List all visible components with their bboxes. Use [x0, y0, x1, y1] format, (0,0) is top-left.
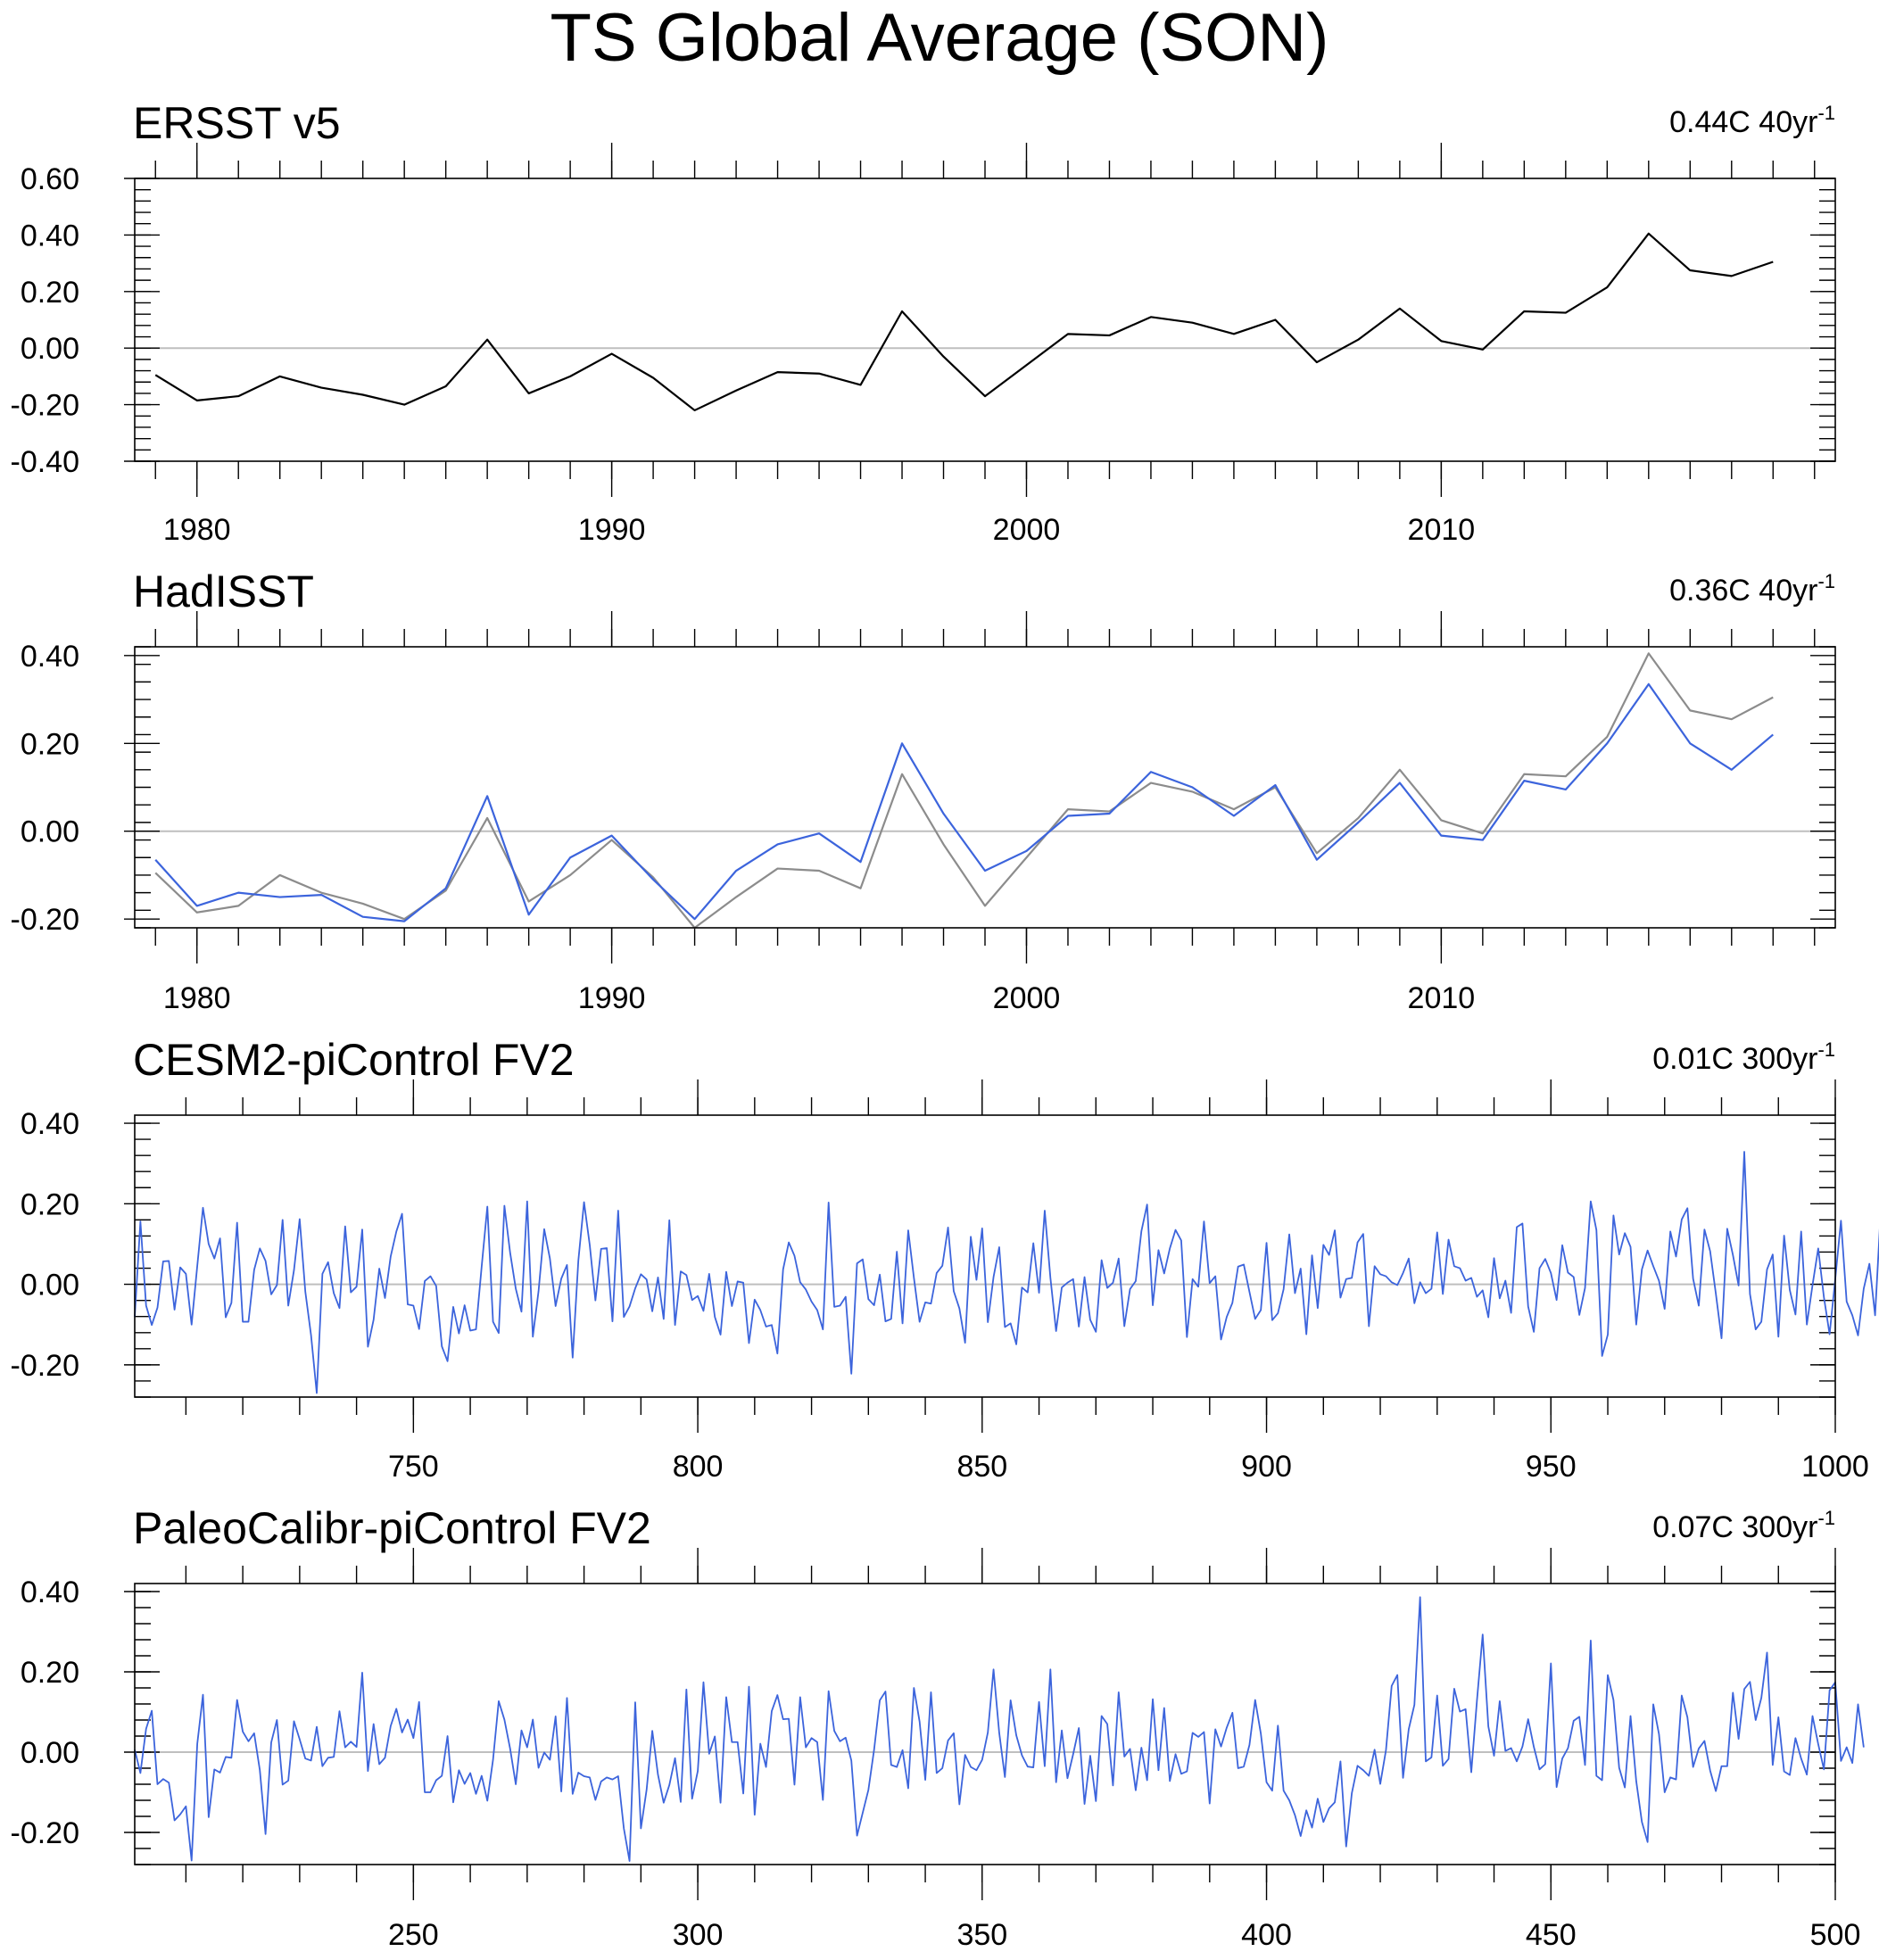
cesm2-line: [134, 1151, 1879, 1394]
x-tick-label: 450: [1526, 1918, 1577, 1952]
chart-panel-1: ERSST v5 0.44C 40yr-1 -0.40 -0.20 0.00 0.20 0.…: [11, 98, 1836, 547]
y-tick-label: 0.20: [21, 1656, 79, 1690]
x-tick-label: 850: [956, 1450, 1007, 1484]
trend-exponent: -1: [1817, 570, 1835, 592]
y-tick-label: 0.20: [21, 1187, 79, 1221]
x-tick-label: 750: [388, 1450, 439, 1484]
y-tick-label: 0.40: [21, 640, 79, 674]
hadisst-line: [154, 682, 1774, 922]
x-tick-label: 1000: [1801, 1450, 1869, 1484]
y-tick-label: -0.20: [11, 389, 80, 423]
x-tick-label: 900: [1241, 1450, 1292, 1484]
x-tick-label: 2000: [993, 981, 1061, 1015]
panel-title: CESM2-piControl FV2: [133, 1035, 575, 1085]
y-tick-label: 0.20: [21, 276, 79, 310]
paleocalibr-line: [134, 1596, 1865, 1862]
panel-title: ERSST v5: [133, 98, 341, 148]
y-tick-label: 0.00: [21, 815, 79, 849]
x-tick-label: 400: [1241, 1918, 1292, 1952]
plot-frame: [134, 646, 1836, 929]
trend-exponent: -1: [1817, 102, 1835, 124]
plot-frame: [134, 178, 1836, 462]
trend-label: 0.01C 300yr-1: [1652, 1038, 1835, 1076]
x-tick-label: 350: [956, 1918, 1007, 1952]
trend-exponent: -1: [1817, 1507, 1835, 1529]
x-tick-label: 2010: [1408, 513, 1476, 547]
chart-panel-2: HadISST 0.36C 40yr-1 -0.20 0.00 0.20 0.40 1980…: [11, 566, 1836, 1015]
x-tick-label: 2000: [993, 513, 1061, 547]
y-tick-label: -0.20: [11, 903, 80, 937]
x-tick-label: 1980: [163, 981, 231, 1015]
x-tick-label: 300: [673, 1918, 724, 1952]
trend-value: 0.44C 40yr: [1669, 105, 1817, 139]
ersst-reference-line: [154, 652, 1774, 930]
y-tick-label: 0.20: [21, 727, 79, 761]
y-tick-label: 0.40: [21, 1575, 79, 1609]
panel-title: HadISST: [133, 566, 314, 616]
chart-panel-4: PaleoCalibr-piControl FV2 0.07C 300yr-1 -0…: [11, 1503, 1865, 1952]
x-tick-label: 950: [1526, 1450, 1577, 1484]
trend-label: 0.36C 40yr-1: [1669, 570, 1835, 608]
x-tick-label: 1990: [578, 981, 646, 1015]
x-tick-label: 1990: [578, 513, 646, 547]
y-tick-label: 0.00: [21, 1736, 79, 1770]
trend-label: 0.44C 40yr-1: [1669, 102, 1835, 139]
main-title: TS Global Average (SON): [550, 0, 1329, 76]
trend-label: 0.07C 300yr-1: [1652, 1507, 1835, 1544]
trend-exponent: -1: [1817, 1038, 1835, 1061]
trend-value: 0.36C 40yr: [1669, 574, 1817, 608]
y-tick-label: 0.00: [21, 1269, 79, 1303]
trend-value: 0.01C 300yr: [1652, 1042, 1817, 1076]
y-tick-label: 0.40: [21, 1107, 79, 1141]
chart-panel-3: CESM2-piControl FV2 0.01C 300yr-1 -0.20 0.0…: [11, 1035, 1879, 1484]
plot-frame: [134, 1114, 1836, 1398]
y-tick-label: -0.20: [11, 1349, 80, 1383]
y-tick-label: 0.40: [21, 219, 79, 252]
y-tick-label: 0.00: [21, 332, 79, 366]
y-tick-label: -0.20: [11, 1816, 80, 1850]
ersst-line: [154, 232, 1774, 412]
y-tick-label: -0.40: [11, 445, 80, 479]
y-tick-label: 0.60: [21, 162, 79, 196]
x-tick-label: 250: [388, 1918, 439, 1952]
x-tick-label: 800: [673, 1450, 724, 1484]
x-tick-label: 2010: [1408, 981, 1476, 1015]
x-tick-label: 500: [1810, 1918, 1861, 1952]
plot-frame: [134, 1583, 1836, 1865]
panel-title: PaleoCalibr-piControl FV2: [133, 1503, 651, 1553]
x-tick-label: 1980: [163, 513, 231, 547]
trend-value: 0.07C 300yr: [1652, 1510, 1817, 1544]
